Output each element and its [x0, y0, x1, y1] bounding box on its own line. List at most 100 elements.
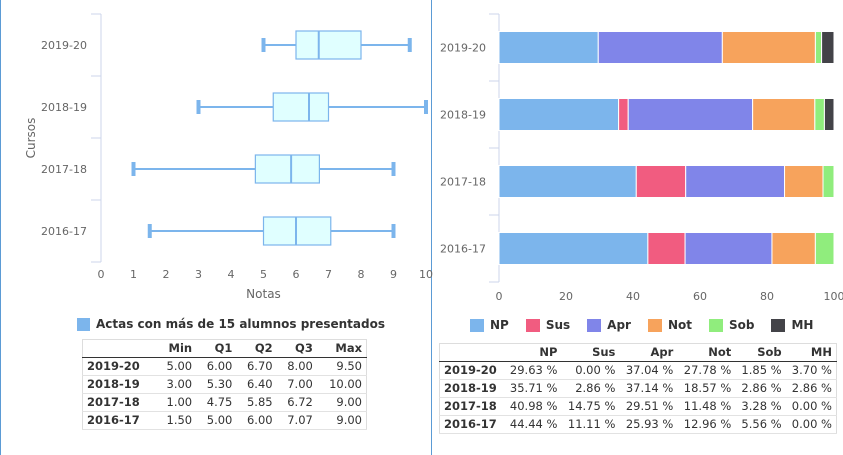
grades-percent-table: NP Sus Apr Not Sob MH 2019-20 29.63 % 0.00 % 37.…: [439, 343, 837, 434]
x-tick-label: 100: [824, 290, 843, 303]
x-tick-label: 7: [325, 268, 332, 281]
table-header-cell: Max: [316, 339, 367, 358]
table-cell: 2016-17: [82, 411, 156, 430]
boxplot-legend[interactable]: Actas con más de 15 alumnos presentados: [77, 317, 385, 331]
x-tick-label: 8: [358, 268, 365, 281]
bar-segment-np: [498, 31, 599, 64]
table-cell: 2017-18: [82, 393, 156, 412]
y-tick-label: 2016-17: [440, 243, 486, 256]
table-cell: 2019-20: [439, 361, 504, 380]
table-header-cell: [82, 339, 156, 358]
table-cell: 0.00 %: [561, 361, 620, 380]
whisker-cap-max: [407, 38, 412, 52]
table-cell: 1.00: [155, 393, 197, 412]
x-tick-label: 0: [496, 290, 503, 303]
table-cell: 6.40: [236, 375, 277, 394]
legend-item[interactable]: NP: [470, 318, 509, 332]
table-cell: 9.00: [316, 393, 367, 412]
table-cell: 37.04 %: [619, 361, 678, 380]
table-header-cell: Not: [677, 343, 736, 362]
table-cell: 1.50: [155, 411, 197, 430]
legend-item[interactable]: MH: [771, 318, 813, 332]
table-header-cell: Apr: [619, 343, 678, 362]
table-cell: 2018-19: [439, 379, 504, 398]
table-header-cell: Min: [155, 339, 197, 358]
bar-segment-mh: [823, 98, 835, 131]
legend-item[interactable]: Not: [647, 318, 692, 332]
table-cell: 2.86 %: [785, 379, 837, 398]
legend-swatch: [470, 318, 484, 332]
table-cell: 0.00 %: [785, 415, 837, 434]
legend-item[interactable]: Sus: [525, 318, 570, 332]
table-cell: 29.51 %: [619, 397, 678, 416]
x-axis-title: Notas: [246, 287, 281, 301]
table-row: 2017-18 40.98 % 14.75 % 29.51 % 11.48 % 3.28 …: [439, 397, 837, 416]
table-header-cell: NP: [503, 343, 562, 362]
table-row: 2016-17 1.50 5.00 6.00 7.07 9.00: [82, 411, 367, 430]
table-cell: 5.85: [236, 393, 277, 412]
whisker-cap-max: [391, 224, 396, 238]
stacked-bar-legend: NP Sus Apr Not Sob MH: [470, 318, 830, 332]
legend-swatch: [771, 318, 786, 332]
x-tick-label: 4: [228, 268, 235, 281]
bar-segment-sus: [618, 98, 629, 131]
x-tick-label: 10: [419, 268, 433, 281]
whisker-cap-min: [131, 162, 136, 176]
x-tick-label: 9: [390, 268, 397, 281]
bar-segment-sob: [822, 165, 835, 198]
bar-segment-sob: [814, 31, 823, 64]
bar-segment-not: [721, 31, 816, 64]
bar-segment-not: [784, 165, 824, 198]
box-iqr: [295, 30, 362, 60]
bar-segment-apr: [685, 165, 786, 198]
whisker-cap-min: [261, 38, 266, 52]
legend-item[interactable]: Sob: [709, 318, 754, 332]
legend-item[interactable]: Apr: [587, 318, 631, 332]
table-cell: 5.00: [196, 411, 237, 430]
table-cell: 9.50: [316, 357, 367, 376]
table-cell: 3.70 %: [785, 361, 837, 380]
bar-segment-np: [498, 232, 649, 265]
table-cell: 7.07: [276, 411, 317, 430]
table-cell: 2016-17: [439, 415, 504, 434]
bar-segment-not: [752, 98, 816, 131]
whisker-cap-min: [196, 100, 201, 114]
table-cell: 8.00: [276, 357, 317, 376]
bar-segment-sob: [814, 232, 835, 265]
table-cell: 12.96 %: [677, 415, 736, 434]
legend-label: Actas con más de 15 alumnos presentados: [96, 317, 385, 331]
table-cell: 1.85 %: [735, 361, 786, 380]
boxplot-stats-table: Min Q1 Q2 Q3 Max 2019-20 5.00 6.00 6.70 8.00 9.50…: [82, 339, 367, 430]
table-cell: 3.00: [155, 375, 197, 394]
bar-segment-sus: [635, 165, 687, 198]
table-header-cell: Q1: [196, 339, 237, 358]
table-cell: 6.70: [236, 357, 277, 376]
table-cell: 3.28 %: [735, 397, 786, 416]
table-cell: 44.44 %: [503, 415, 562, 434]
legend-swatch: [587, 318, 602, 332]
table-cell: 2019-20: [82, 357, 156, 376]
table-cell: 11.48 %: [677, 397, 736, 416]
legend-swatch: [525, 318, 540, 332]
legend-swatch: [709, 318, 723, 332]
table-row: 2018-19 3.00 5.30 6.40 7.00 10.00: [82, 375, 367, 394]
x-tick-label: 60: [693, 290, 707, 303]
bar-segment-apr: [627, 98, 754, 131]
legend-label: Apr: [607, 318, 631, 332]
table-header-cell: Sus: [561, 343, 620, 362]
y-tick-label: 2018-19: [440, 109, 486, 122]
table-cell: 40.98 %: [503, 397, 562, 416]
table-header-cell: Sob: [735, 343, 786, 362]
table-cell: 11.11 %: [561, 415, 620, 434]
x-tick-label: 6: [293, 268, 300, 281]
table-cell: 29.63 %: [503, 361, 562, 380]
y-tick-label: 2017-18: [440, 176, 486, 189]
table-cell: 6.72: [276, 393, 317, 412]
y-tick-label: 2019-20: [41, 39, 87, 52]
table-cell: 7.00: [276, 375, 317, 394]
boxplot-panel: 0 1 2 3 4 5 6 7 8 9 10 Notas Cursos 2019-20 2018-19 201…: [0, 0, 433, 455]
table-cell: 9.00: [316, 411, 367, 430]
legend-swatch: [77, 317, 90, 331]
table-row: 2018-19 35.71 % 2.86 % 37.14 % 18.57 % 2.86 %…: [439, 379, 837, 398]
